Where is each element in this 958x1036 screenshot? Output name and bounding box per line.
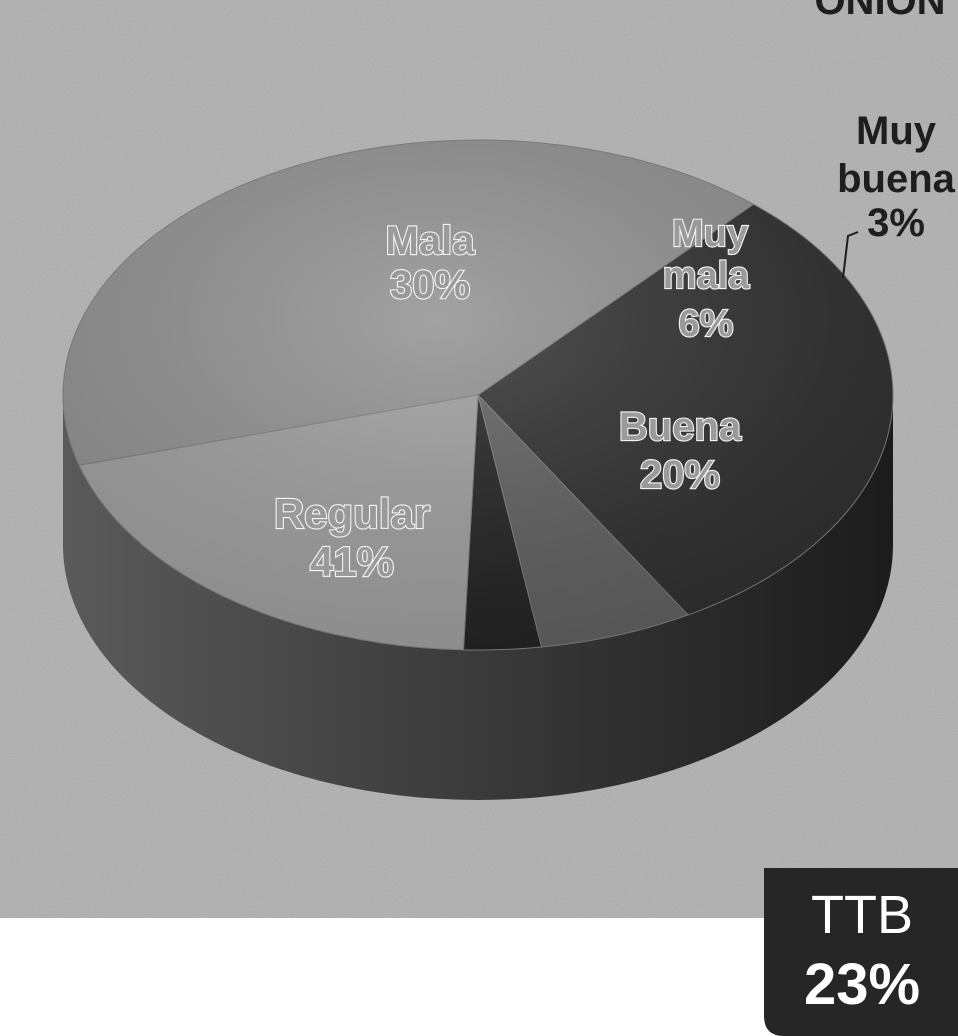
- ttb-title: TTB: [811, 885, 913, 945]
- slice-label-muy-mala-value: 6%: [679, 303, 734, 345]
- pie-side-band: [63, 395, 893, 800]
- muy-buena-leader-line: [842, 231, 859, 279]
- slice-label-muy-buena-line2: buena: [837, 157, 956, 201]
- slice-label-muy-buena-line1: Muy: [856, 109, 937, 153]
- slice-label-regular-name: Regular: [274, 490, 430, 537]
- slice-label-muy-buena-value: 3%: [867, 201, 925, 245]
- ttb-box-background: [764, 868, 958, 1036]
- slice-label-mala-name: Mala: [386, 219, 476, 263]
- ttb-value: 23%: [804, 952, 920, 1017]
- slice-label-muy-mala-line1: Muy: [672, 213, 748, 255]
- corner-text: ONION: [814, 0, 945, 23]
- slice-label-buena-name: Buena: [619, 405, 742, 449]
- slice-label-buena-value: 20%: [640, 453, 720, 497]
- slice-label-regular-value: 41%: [310, 538, 394, 585]
- pie-side: [63, 395, 893, 800]
- ttb-summary-box: TTB 23%: [764, 868, 958, 1036]
- slice-label-muy-mala-line2: mala: [663, 255, 750, 297]
- slice-label-mala-value: 30%: [390, 263, 470, 307]
- pie-shine: [63, 140, 893, 650]
